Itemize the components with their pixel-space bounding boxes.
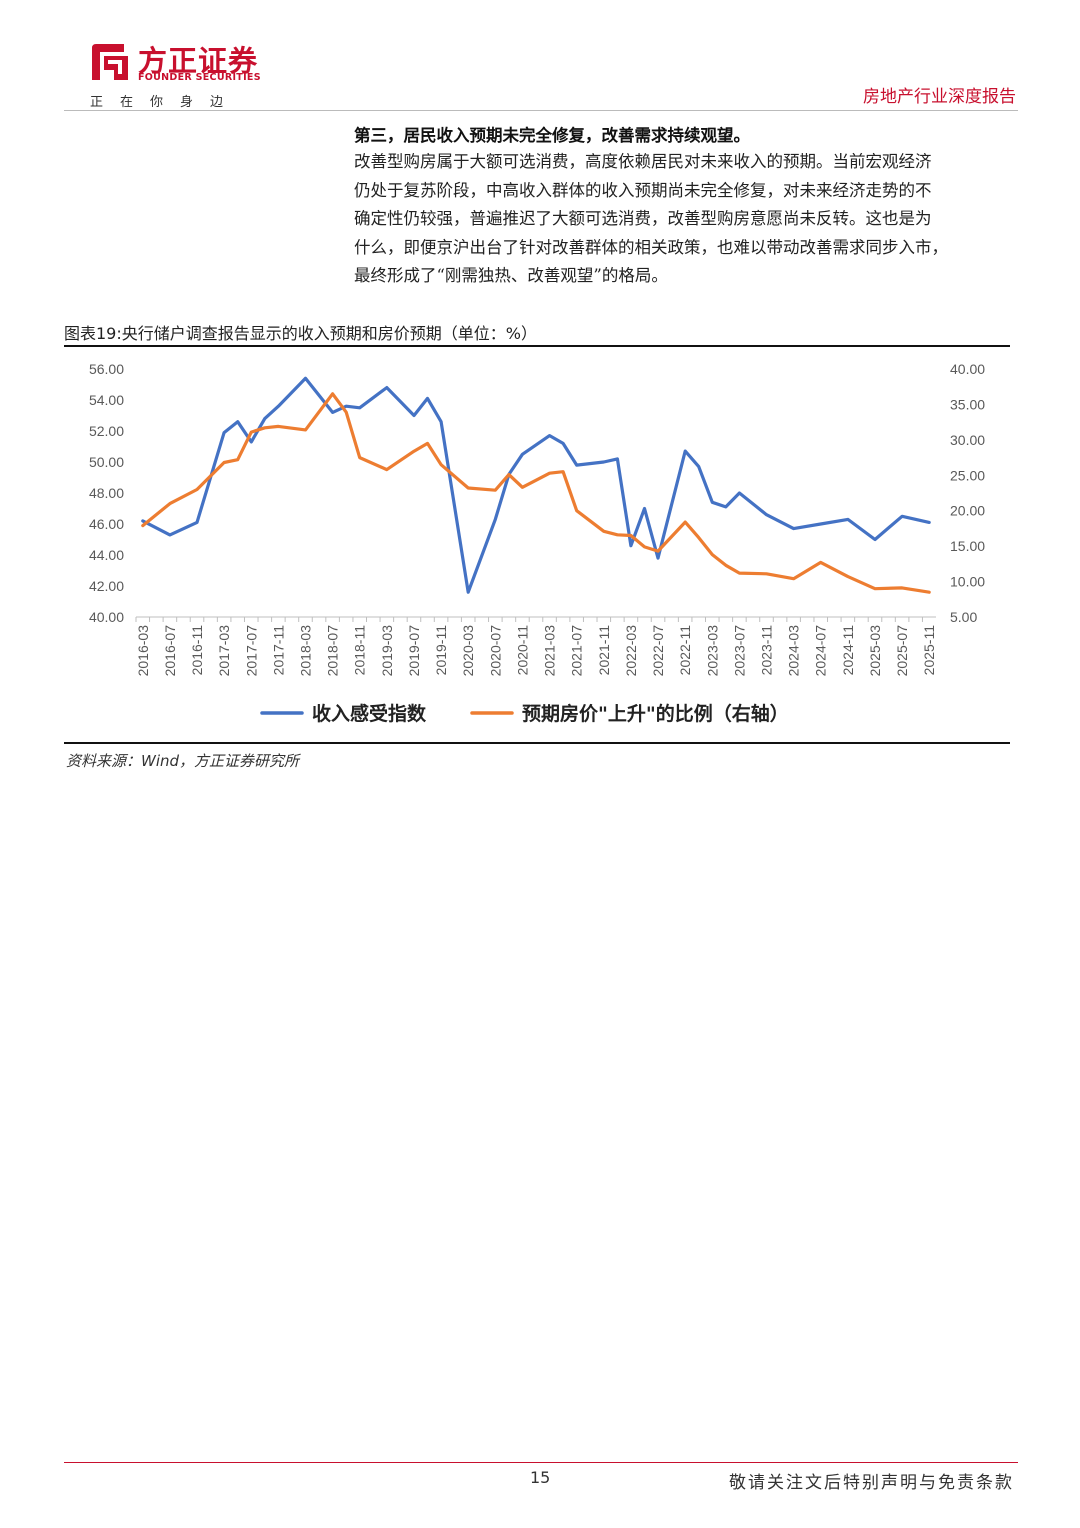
figure-top-rule <box>64 345 1010 347</box>
y-right-tick-label: 15.00 <box>950 538 985 554</box>
company-slogan: 正在你身边 <box>90 95 241 110</box>
y-left-tick-label: 44.00 <box>89 547 124 563</box>
x-tick-label: 2017-07 <box>243 625 259 677</box>
x-tick-label: 2025-03 <box>867 625 883 677</box>
x-tick-label: 2017-11 <box>270 625 286 676</box>
y-left-tick-label: 50.00 <box>89 454 124 470</box>
x-tick-label: 2018-07 <box>325 625 341 677</box>
chart-series <box>141 376 931 594</box>
x-tick-label: 2016-11 <box>189 625 205 676</box>
figure-title: 图表19:央行储户调查报告显示的收入预期和房价预期（单位：%） <box>64 324 537 343</box>
company-logo-english: FOUNDER SECURITIES <box>138 72 261 83</box>
x-tick-label: 2021-11 <box>596 625 612 676</box>
x-tick-label: 2018-03 <box>297 625 313 677</box>
income-index-line <box>141 376 931 594</box>
paragraph-line: 改善型购房属于大额可选消费，高度依赖居民对未来收入的预期。当前宏观经济 <box>354 152 932 171</box>
x-tick-label: 2021-07 <box>569 625 585 677</box>
disclaimer-note: 敬请关注文后特别声明与免责条款 <box>729 1473 1014 1493</box>
x-tick-label: 2020-11 <box>514 625 530 676</box>
x-tick-label: 2024-07 <box>813 625 829 677</box>
legend-label: 收入感受指数 <box>312 702 427 725</box>
x-tick-label: 2023-07 <box>731 625 747 677</box>
x-tick-label: 2023-11 <box>759 625 775 676</box>
y-right-tick-label: 30.00 <box>950 432 985 448</box>
x-tick-label: 2021-03 <box>542 625 558 677</box>
line-chart: 40.00 42.00 44.00 46.00 48.00 50.00 52.00 54.00… <box>89 361 985 725</box>
y-right-tick-label: 35.00 <box>950 396 985 412</box>
x-tick-label: 2020-07 <box>487 625 503 677</box>
y-left-tick-label: 54.00 <box>89 392 124 408</box>
x-tick-label: 2025-07 <box>894 625 910 677</box>
x-tick-label: 2019-11 <box>433 625 449 676</box>
x-tick-label: 2020-03 <box>460 625 476 677</box>
header-divider <box>64 110 1018 111</box>
chart-legend: 收入感受指数 预期房价"上升"的比例（右轴） <box>260 702 789 725</box>
y-right-tick-label: 40.00 <box>950 361 985 377</box>
x-tick-label: 2016-07 <box>162 625 178 677</box>
body-paragraph: 改善型购房属于大额可选消费，高度依赖居民对未来收入的预期。当前宏观经济 仍处于复… <box>354 148 1018 291</box>
y-right-tick-label: 5.00 <box>950 609 977 625</box>
x-tick-label: 2019-03 <box>379 625 395 677</box>
y-right-tick-label: 25.00 <box>950 467 985 483</box>
x-tick-label: 2024-11 <box>840 625 856 676</box>
x-tick-label: 2025-11 <box>921 625 937 676</box>
paragraph-line: 确定性仍较强，普遍推迟了大额可选消费，改善型购房意愿尚未反转。这也是为 <box>354 209 932 228</box>
x-tick-label: 2019-07 <box>406 625 422 677</box>
company-logo-mark <box>88 40 132 84</box>
x-tick-label: 2023-03 <box>704 625 720 677</box>
house-price-expectation-line <box>141 392 931 594</box>
y-left-tick-label: 42.00 <box>89 578 124 594</box>
x-tick-label: 2022-11 <box>677 625 693 676</box>
paragraph-line: 最终形成了“刚需独热、改善观望”的格局。 <box>354 266 668 285</box>
section-heading: 第三，居民收入预期未完全修复，改善需求持续观望。 <box>354 126 750 145</box>
report-type-label: 房地产行业深度报告 <box>863 87 1016 107</box>
y-left-tick-label: 48.00 <box>89 485 124 501</box>
paragraph-line: 仍处于复苏阶段，中高收入群体的收入预期尚未完全修复，对未来经济走势的不 <box>354 180 932 200</box>
chart-axes: 40.00 42.00 44.00 46.00 48.00 50.00 52.00 54.00… <box>89 361 985 676</box>
legend-label: 预期房价"上升"的比例（右轴） <box>522 702 789 725</box>
company-logo-name: 方正证券 <box>138 44 259 78</box>
y-right-tick-label: 20.00 <box>950 503 985 519</box>
x-tick-label: 2022-07 <box>650 625 666 677</box>
y-left-tick-label: 56.00 <box>89 361 124 377</box>
y-left-tick-label: 46.00 <box>89 516 124 532</box>
figure-bottom-rule <box>64 742 1010 744</box>
x-tick-label: 2024-03 <box>786 625 802 677</box>
x-tick-label: 2016-03 <box>135 625 151 677</box>
x-tick-label: 2022-03 <box>623 625 639 677</box>
page-number: 15 <box>530 1468 551 1487</box>
x-tick-label: 2018-11 <box>352 625 368 676</box>
paragraph-line: 什么，即便京沪出台了针对改善群体的相关政策，也难以带动改善需求同步入市， <box>354 237 948 257</box>
y-left-tick-label: 52.00 <box>89 423 124 439</box>
x-tick-label: 2017-03 <box>216 625 232 677</box>
footer-divider <box>64 1462 1018 1463</box>
figure-source-note: 资料来源：Wind，方正证券研究所 <box>66 752 300 770</box>
y-right-tick-label: 10.00 <box>950 574 985 590</box>
y-left-tick-label: 40.00 <box>89 609 124 625</box>
